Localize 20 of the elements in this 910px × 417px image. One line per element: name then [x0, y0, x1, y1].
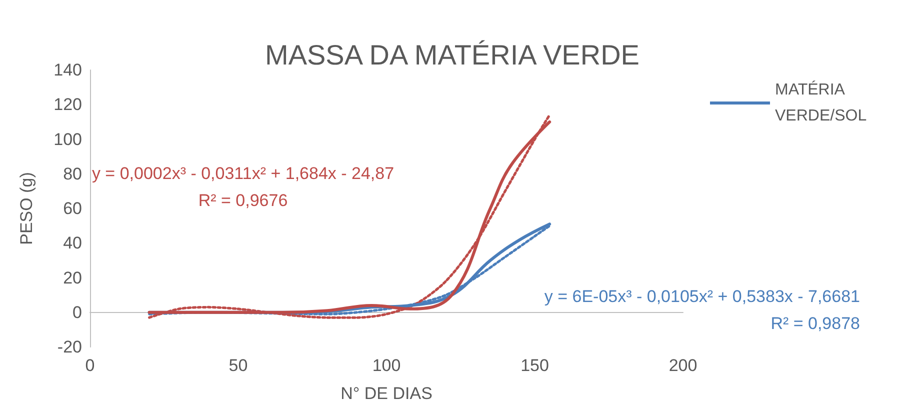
annotation: y = 0,0002x³ - 0,0311x² + 1,684x - 24,87 R² = 0,9676 [92, 164, 394, 210]
legend-label: MATÉRIA VERDE/SOL [775, 80, 867, 124]
y-tick-label: 60 [63, 199, 82, 218]
y-tick-label: 0 [72, 302, 82, 322]
chart-title: MASSA DA MATÉRIA VERDE [265, 40, 640, 70]
x-axis-title: N° DE DIAS [340, 384, 432, 403]
y-tick-label: -20 [57, 338, 82, 356]
y-tick-label: 80 [63, 164, 82, 184]
x-tick-label: 100 [372, 356, 401, 375]
y-tick-label: 140 [54, 60, 82, 80]
y-axis-title: PESO (g) [17, 172, 36, 245]
x-tick-label: 200 [668, 356, 698, 375]
y-tick-label: 120 [54, 95, 82, 114]
x-tick-label: 0 [85, 356, 95, 375]
y-tick-label: 40 [63, 234, 82, 253]
y-tick-label: 100 [54, 130, 82, 149]
x-tick-label: 50 [228, 356, 248, 375]
annotation: y = 6E-05x³ - 0,0105x² + 0,5383x - 7,6681 R² = 0,9878 [544, 287, 860, 333]
x-tick-label: 150 [520, 356, 549, 375]
y-tick-label: 20 [63, 268, 82, 288]
